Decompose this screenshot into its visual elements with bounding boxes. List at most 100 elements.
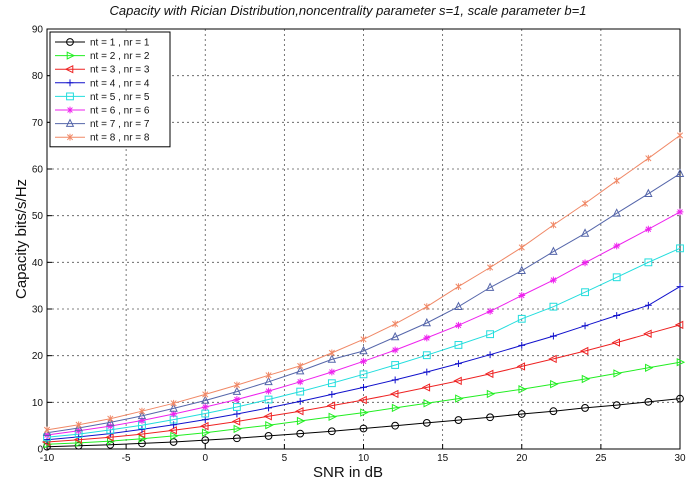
data-point	[296, 378, 304, 386]
y-tick-label: 40	[32, 258, 44, 269]
data-point	[391, 346, 399, 354]
x-tick-label: 15	[437, 453, 449, 464]
series-line	[46, 324, 681, 443]
series-line	[46, 173, 681, 434]
data-point	[359, 345, 368, 355]
series-8	[43, 132, 684, 434]
data-point	[75, 421, 82, 429]
x-tick-label: -10	[40, 453, 55, 464]
y-tick-label: 50	[32, 211, 44, 222]
data-point	[201, 395, 210, 404]
data-point	[328, 349, 335, 357]
data-point	[138, 407, 146, 415]
series-6	[43, 208, 684, 439]
data-point	[391, 403, 401, 413]
legend-box	[49, 31, 171, 148]
data-point	[360, 357, 367, 365]
chart-title: Capacity with Rician Distribution,noncen…	[110, 3, 587, 18]
data-point	[581, 322, 589, 330]
data-point	[295, 365, 305, 375]
data-point	[550, 332, 557, 340]
data-point	[423, 334, 431, 342]
data-point	[138, 434, 148, 443]
data-point	[423, 399, 432, 408]
data-point	[486, 413, 495, 422]
data-point	[360, 408, 369, 417]
data-point	[644, 225, 652, 233]
data-point	[265, 387, 272, 395]
data-point	[392, 320, 399, 328]
data-point	[484, 369, 494, 379]
data-point	[265, 404, 272, 412]
data-point	[200, 421, 209, 431]
data-point	[296, 429, 305, 438]
data-point	[676, 357, 686, 367]
data-point	[645, 363, 654, 373]
data-point	[516, 362, 526, 371]
data-point	[613, 312, 621, 319]
data-point	[265, 371, 272, 379]
y-axis-ticks: 0 10 20 30 40 50 60 70 80 90	[32, 25, 52, 456]
data-point	[170, 421, 177, 429]
data-point	[264, 376, 273, 386]
data-point	[675, 168, 685, 177]
data-point	[170, 410, 177, 418]
data-point	[518, 342, 526, 349]
data-point	[326, 401, 336, 410]
data-point	[486, 389, 496, 399]
data-point	[421, 383, 431, 392]
data-point	[676, 208, 684, 216]
y-tick-label: 0	[37, 445, 43, 456]
data-point	[613, 177, 620, 185]
data-point	[233, 396, 241, 403]
data-point	[455, 360, 462, 367]
data-point	[136, 429, 146, 439]
data-point	[43, 442, 51, 451]
data-point	[613, 369, 622, 378]
data-point	[643, 329, 652, 338]
data-point	[391, 421, 400, 430]
data-point	[264, 395, 273, 404]
data-point	[138, 439, 146, 448]
data-point	[327, 427, 336, 436]
data-point	[580, 228, 590, 237]
legend-entry-1: nt = 1 , nr = 1	[55, 38, 150, 49]
legend-marker	[66, 79, 74, 87]
data-point	[75, 438, 84, 448]
x-tick-label: 20	[516, 453, 528, 464]
data-point	[581, 404, 589, 412]
legend-entry-2: nt = 2 , nr = 2	[55, 51, 150, 62]
series-3	[41, 320, 684, 447]
legend-marker	[66, 92, 74, 101]
data-point	[201, 436, 210, 445]
data-point	[265, 420, 274, 430]
data-point	[676, 244, 684, 253]
data-point	[170, 399, 177, 407]
data-point	[360, 384, 367, 391]
data-point	[391, 376, 399, 384]
data-point	[328, 412, 337, 422]
data-point	[487, 264, 494, 271]
data-point	[138, 426, 146, 433]
data-point	[43, 440, 53, 449]
x-tick-label: 10	[358, 453, 370, 464]
series-line	[46, 361, 681, 445]
data-point	[296, 416, 306, 426]
data-point	[613, 242, 621, 250]
x-tick-label: 30	[674, 453, 686, 464]
series-lines	[41, 132, 686, 451]
x-tick-label: 25	[595, 453, 607, 464]
data-point	[454, 341, 463, 349]
y-tick-label: 60	[32, 165, 44, 176]
data-point	[233, 434, 241, 443]
data-point	[106, 422, 114, 430]
data-point	[644, 301, 652, 309]
data-point	[485, 282, 495, 291]
data-point	[579, 346, 589, 356]
data-point	[518, 292, 526, 299]
data-point	[107, 415, 114, 423]
data-point	[137, 410, 147, 420]
data-point	[455, 394, 464, 403]
y-tick-label: 30	[32, 305, 44, 316]
